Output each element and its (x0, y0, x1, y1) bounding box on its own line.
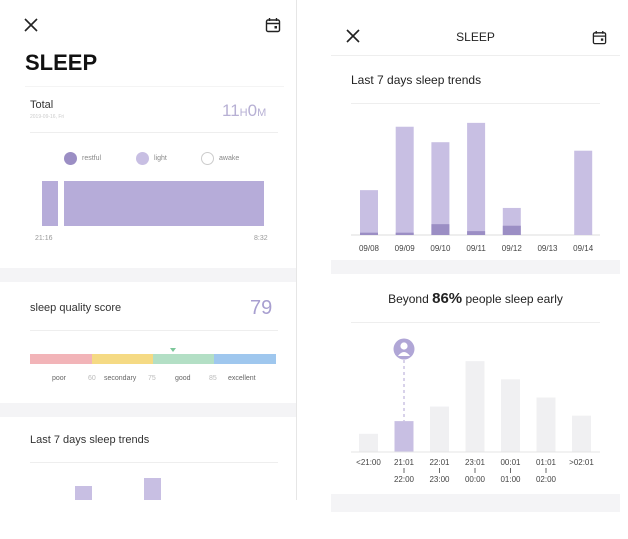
bar-restful (502, 225, 521, 235)
bar-restful (467, 231, 486, 235)
bar-light (574, 150, 593, 235)
light-legend-dot (136, 152, 149, 165)
x-tick-label: 23:00 (429, 475, 450, 484)
x-tick-label: 09/13 (537, 244, 558, 253)
bar-light (467, 122, 486, 235)
timeline-start: 21:16 (35, 235, 53, 242)
restful-legend-dot (64, 152, 77, 165)
x-tick-label: 23:01 (465, 458, 486, 467)
close-icon[interactable] (20, 14, 42, 36)
minutes-unit: M (257, 107, 267, 119)
legend-awake: awake (219, 155, 240, 162)
quality-segment-poor (30, 354, 92, 364)
legend-light: light (154, 155, 167, 162)
early-prefix: Beyond (388, 292, 429, 306)
bar-restful (395, 232, 414, 235)
awake-legend-dot (201, 152, 214, 165)
quality-label-good: good (175, 375, 191, 382)
quality-label-excellent: excellent (228, 375, 256, 382)
quality-segment-excellent (214, 354, 276, 364)
section-gap (0, 268, 296, 282)
bar (359, 433, 378, 452)
timeline-end: 8:32 (254, 235, 268, 242)
x-tick-label: 22:00 (394, 475, 415, 484)
trend-bar (75, 486, 92, 500)
quality-threshold: 75 (148, 375, 156, 382)
x-tick-label: 09/12 (502, 244, 523, 253)
divider (351, 103, 600, 104)
quality-threshold: 60 (88, 375, 96, 382)
x-tick-label: 09/11 (466, 244, 486, 253)
early-percent: 86% (432, 290, 463, 307)
divider (30, 330, 278, 331)
total-hours: 11 (222, 101, 240, 120)
early-suffix: people sleep early (465, 292, 563, 306)
x-tick-label: 09/10 (430, 244, 451, 253)
quality-label-poor: poor (52, 375, 67, 382)
x-tick-label: 09/08 (359, 244, 380, 253)
quality-label: sleep quality score (30, 302, 122, 314)
x-tick-label: 02:00 (536, 475, 557, 484)
x-tick-label: 09/14 (573, 244, 594, 253)
close-icon[interactable] (343, 26, 363, 46)
x-tick-label: <21:00 (356, 458, 381, 467)
x-tick-label: 21:01 (394, 458, 415, 467)
divider (25, 86, 284, 87)
timeline-block (42, 181, 58, 226)
divider (351, 322, 600, 323)
x-tick-label: 00:00 (465, 475, 486, 484)
bar-light (431, 142, 450, 235)
right-sleep-screen: SLEEP Last 7 days sleep trends 09/08 09/0… (331, 0, 620, 512)
total-minutes: 0 (247, 101, 258, 120)
user-avatar-body (398, 352, 410, 356)
bar-restful (431, 224, 450, 235)
page-title: SLEEP (25, 50, 98, 75)
x-tick-label: 00:01 (500, 458, 521, 467)
bar-light (360, 190, 378, 235)
bar-restful (360, 232, 378, 235)
calendar-icon[interactable] (589, 27, 609, 47)
total-label: Total (30, 99, 54, 111)
trends-title: Last 7 days sleep trends (351, 73, 482, 87)
divider (30, 132, 278, 133)
x-tick-label: 01:00 (500, 475, 521, 484)
timeline-block (64, 181, 264, 226)
bar-light (395, 126, 414, 235)
quality-score: 79 (250, 297, 273, 319)
user-avatar-head (400, 342, 408, 350)
trends-title: Last 7 days sleep trends (30, 434, 150, 446)
hours-unit: H (239, 107, 248, 119)
bar (430, 406, 449, 452)
total-date: 2019-09-16, Fri (30, 114, 65, 120)
quality-label-secondary: secondary (104, 375, 137, 382)
left-sleep-screen: SLEEP Total 2019-09-16, Fri 11H0M restfu… (0, 0, 297, 500)
page-title: SLEEP (456, 30, 495, 44)
quality-segment-secondary (92, 354, 153, 364)
divider (30, 462, 278, 463)
bedtime-distribution-chart: <21:00 21:01 22:00 22:01 23:00 23:01 00:00 00:0… (351, 338, 600, 484)
x-tick-label: 09/09 (395, 244, 416, 253)
highlight-bar (394, 421, 414, 452)
section-gap (0, 403, 296, 417)
bar (501, 379, 520, 452)
legend-restful: restful (82, 155, 102, 162)
section-gap (331, 494, 620, 512)
section-gap (331, 260, 620, 274)
calendar-icon[interactable] (262, 14, 284, 36)
x-tick-label: 22:01 (429, 458, 450, 467)
quality-threshold: 85 (209, 375, 217, 382)
score-marker (170, 348, 176, 352)
total-duration: 11H0M (222, 101, 266, 121)
sleep-trend-chart: 09/08 09/09 09/10 09/11 09/12 09/13 09/14 (351, 122, 600, 253)
quality-segment-good (153, 354, 214, 364)
bar (536, 397, 556, 452)
trend-bar (144, 478, 161, 500)
x-tick-label: >02:01 (569, 458, 594, 467)
divider (331, 55, 620, 56)
early-sleep-headline: Beyond 86% people sleep early (331, 290, 620, 307)
bar (572, 415, 591, 452)
x-tick-label: 01:01 (536, 458, 557, 467)
bar (465, 361, 485, 452)
